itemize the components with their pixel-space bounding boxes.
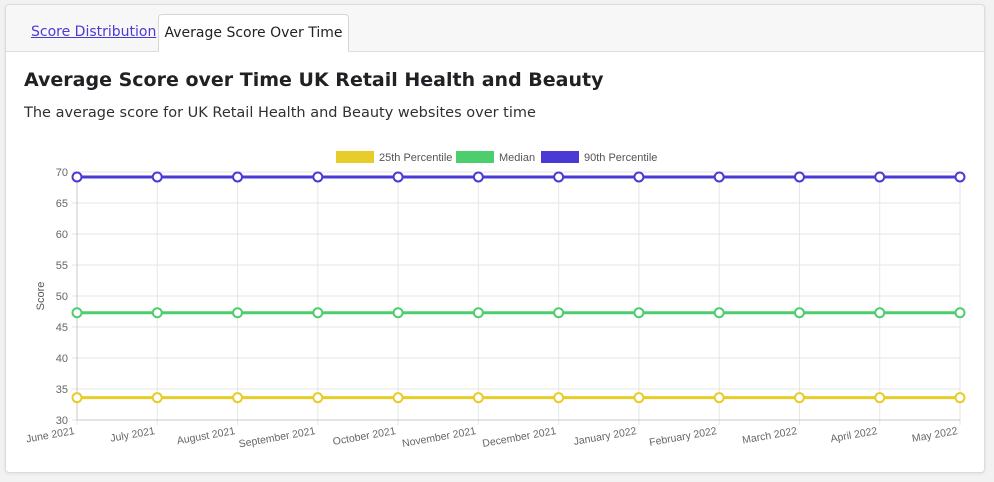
y-tick-label: 70: [56, 167, 68, 179]
x-tick-label: July 2021: [109, 425, 156, 445]
legend-swatch: [456, 151, 494, 163]
data-point: [472, 392, 484, 404]
data-point: [874, 307, 886, 319]
data-point: [151, 392, 163, 404]
y-axis-title: Score: [35, 282, 47, 311]
legend-label: 90th Percentile: [584, 152, 657, 164]
data-point: [793, 392, 805, 404]
x-tick-label: December 2021: [481, 425, 557, 450]
data-point: [954, 307, 966, 319]
data-point: [713, 307, 725, 319]
legend-label: Median: [499, 152, 535, 164]
data-point: [232, 392, 244, 404]
legend-item: Median: [456, 151, 535, 164]
data-point: [874, 392, 886, 404]
y-tick-label: 65: [56, 198, 68, 210]
data-point: [232, 307, 244, 319]
legend-swatch: [336, 151, 374, 163]
x-tick-label: March 2022: [741, 425, 798, 446]
x-tick-label: October 2021: [332, 425, 397, 448]
data-point: [312, 392, 324, 404]
data-point: [232, 171, 244, 183]
page-title: Average Score over Time UK Retail Health…: [24, 69, 604, 91]
data-point: [633, 392, 645, 404]
tab-score-distribution[interactable]: Score Distribution: [31, 24, 157, 40]
data-point: [713, 392, 725, 404]
y-tick-label: 60: [56, 229, 68, 241]
data-point: [472, 307, 484, 319]
x-tick-label: May 2022: [911, 425, 959, 445]
x-tick-label: September 2021: [238, 425, 317, 450]
y-tick-label: 50: [56, 291, 68, 303]
data-point: [151, 171, 163, 183]
legend-item: 25th Percentile: [336, 151, 452, 164]
legend-item: 90th Percentile: [541, 151, 657, 164]
data-point: [151, 307, 163, 319]
data-point: [793, 307, 805, 319]
data-point: [392, 392, 404, 404]
data-point: [553, 392, 565, 404]
data-point: [71, 392, 83, 404]
data-point: [553, 171, 565, 183]
y-tick-label: 55: [56, 260, 68, 272]
data-point: [312, 171, 324, 183]
x-tick-label: August 2021: [176, 425, 236, 447]
data-point: [472, 171, 484, 183]
page-subtitle: The average score for UK Retail Health a…: [24, 105, 536, 121]
data-point: [553, 307, 565, 319]
x-tick-label: February 2022: [648, 425, 717, 449]
line-chart: 30 35 40 45 50 55 60 65 70 June 2021 July 2021 Augu…: [25, 151, 966, 450]
data-point: [954, 171, 966, 183]
x-tick-label: November 2021: [401, 425, 477, 450]
data-point: [713, 171, 725, 183]
legend-label: 25th Percentile: [379, 152, 452, 164]
tab-average-score-over-time[interactable]: Average Score Over Time: [158, 14, 349, 52]
data-point: [633, 307, 645, 319]
y-tick-label: 40: [56, 353, 68, 365]
y-tick-label: 30: [56, 415, 68, 427]
tab-bar: Score Distribution Average Score Over Ti…: [6, 5, 984, 52]
x-tick-label: June 2021: [25, 425, 76, 445]
data-point: [392, 171, 404, 183]
x-tick-label: January 2022: [573, 425, 638, 448]
chart-card: Score Distribution Average Score Over Ti…: [5, 4, 985, 473]
y-tick-label: 35: [56, 384, 68, 396]
data-point: [71, 171, 83, 183]
data-point: [954, 392, 966, 404]
data-point: [633, 171, 645, 183]
x-tick-label: April 2022: [830, 425, 879, 445]
data-point: [392, 307, 404, 319]
legend-swatch: [541, 151, 579, 163]
data-point: [874, 171, 886, 183]
data-point: [312, 307, 324, 319]
y-tick-label: 45: [56, 322, 68, 334]
data-point: [793, 171, 805, 183]
data-point: [71, 307, 83, 319]
